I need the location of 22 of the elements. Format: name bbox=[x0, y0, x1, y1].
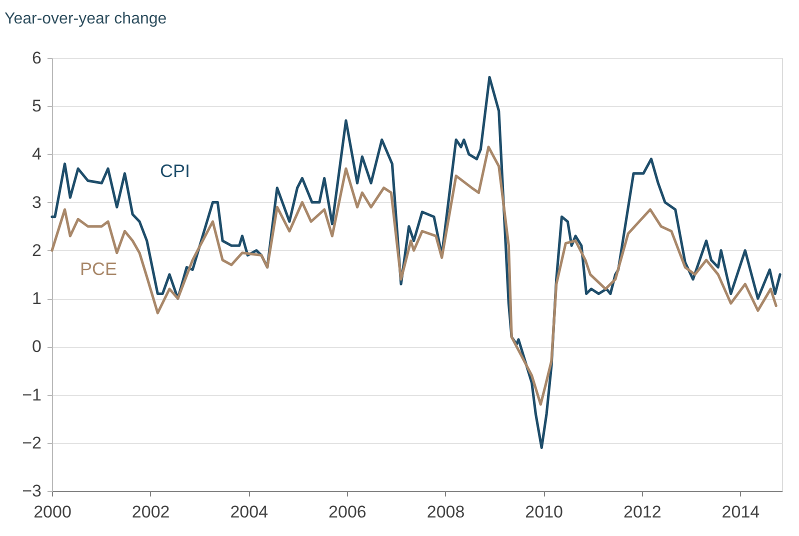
x-tick-label: 2010 bbox=[525, 502, 563, 522]
y-tick-label: 0 bbox=[32, 337, 42, 356]
y-tick-label: 4 bbox=[32, 144, 42, 164]
x-tick-label: 2006 bbox=[328, 502, 366, 522]
line-series bbox=[50, 146, 778, 406]
x-tick-label: 2002 bbox=[132, 502, 170, 522]
y-tick-label: −3 bbox=[22, 482, 42, 500]
x-tick-label: 2012 bbox=[623, 502, 662, 522]
y-tick-label: 1 bbox=[32, 289, 42, 308]
y-axis-title: Year-over-year change bbox=[4, 10, 167, 28]
series-label: PCE bbox=[80, 259, 118, 279]
x-tick-label: 2008 bbox=[426, 502, 465, 522]
y-tick-label: 2 bbox=[32, 240, 42, 260]
x-tick-label: 2000 bbox=[34, 502, 72, 522]
y-tick-label: 6 bbox=[32, 48, 42, 68]
x-tick-label: 2004 bbox=[230, 502, 268, 522]
y-tick-label: −2 bbox=[22, 433, 42, 452]
y-tick-label: −1 bbox=[22, 385, 42, 404]
y-tick-label: 3 bbox=[32, 192, 42, 212]
y-tick-label: 5 bbox=[32, 96, 42, 116]
x-tick-label: 2014 bbox=[722, 502, 760, 522]
series-label: CPI bbox=[160, 161, 190, 181]
